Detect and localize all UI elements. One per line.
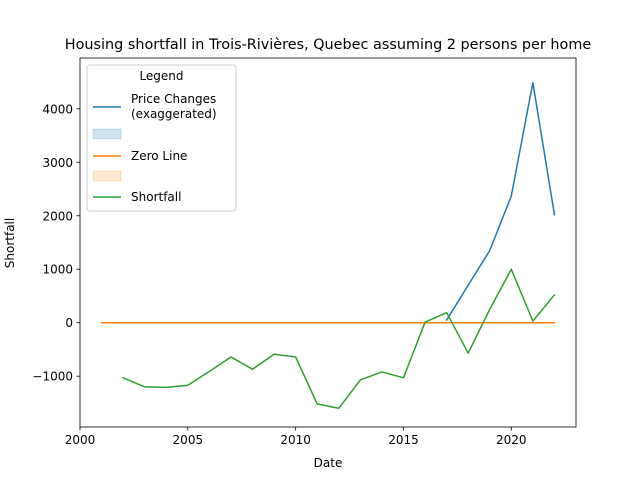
y-axis-label: Shortfall [3, 218, 17, 268]
legend: Legend Price Changes(exaggerated) Zero Lin… [86, 64, 237, 212]
x-tick-label: 2010 [280, 433, 311, 447]
y-tick-label: −1000 [32, 370, 73, 384]
y-tick-label: 0 [65, 316, 73, 330]
series-line-2 [122, 268, 556, 410]
x-tick-label: 2000 [65, 433, 96, 447]
axes-layer: 2000 2005 2010 2015 2020 −1000 0 1000 2000 3000 40… [32, 57, 577, 447]
legend-title: Legend [139, 69, 183, 83]
series-layer [100, 81, 556, 410]
y-tick-label: 1000 [42, 263, 73, 277]
y-tick-label: 2000 [42, 209, 73, 223]
y-tick-label: 3000 [42, 156, 73, 170]
series-line-0 [445, 81, 556, 322]
chart-title: Housing shortfall in Trois-Rivières, Que… [65, 37, 592, 53]
legend-box [86, 64, 237, 212]
x-tick-label: 2005 [173, 433, 204, 447]
legend-label: (exaggerated) [131, 107, 217, 121]
legend-label: Price Changes [131, 92, 216, 106]
legend-label: Zero Line [131, 149, 187, 163]
x-axis-label: Date [314, 456, 343, 470]
legend-patch-swatch [92, 170, 122, 182]
plot-frame [79, 57, 577, 428]
y-tick-label: 4000 [42, 102, 73, 116]
legend-patch-swatch [92, 128, 122, 140]
x-tick-label: 2015 [388, 433, 419, 447]
x-tick-label: 2020 [496, 433, 527, 447]
legend-label: Shortfall [131, 190, 181, 204]
